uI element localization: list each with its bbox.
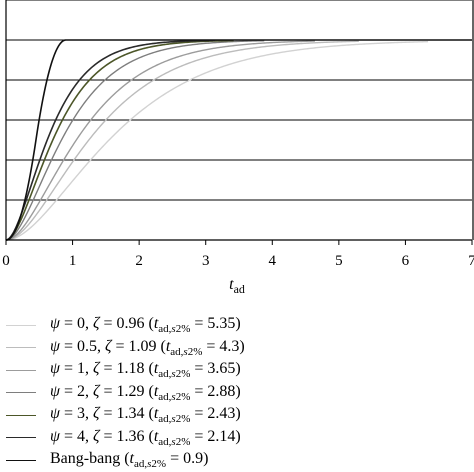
legend-item: Bang-bang (tad,s2% = 0.9) — [6, 449, 474, 472]
legend-swatch — [6, 369, 36, 371]
series-line — [5, 39, 472, 241]
x-tick-label: 3 — [202, 253, 210, 269]
x-tick-label: 6 — [402, 253, 410, 269]
legend-swatch — [6, 392, 36, 394]
axes — [5, 0, 474, 241]
legend-swatch — [6, 437, 36, 439]
legend-swatch — [6, 414, 36, 416]
x-tick-label: 1 — [69, 253, 77, 269]
legend-label: ψ = 4, ζ = 1.36 (tad,s2% = 2.14) — [50, 427, 241, 448]
step-response-chart: 0 1 2 3 4 5 6 7 tad — [2, 0, 474, 296]
legend-swatch — [6, 347, 36, 349]
x-tick-label: 7 — [468, 253, 474, 269]
legend-label: Bang-bang (tad,s2% = 0.9) — [50, 450, 209, 471]
x-tick-labels: 0 1 2 3 4 5 6 7 — [2, 240, 474, 269]
series-line — [5, 40, 429, 241]
x-tick-label: 0 — [2, 253, 10, 269]
legend-label: ψ = 2, ζ = 1.29 (tad,s2% = 2.88) — [50, 382, 241, 403]
series-line — [5, 39, 216, 241]
legend-item: ψ = 0, ζ = 0.96 (tad,s2% = 5.35) — [6, 314, 474, 337]
x-tick-label: 5 — [335, 253, 343, 269]
legend-label: ψ = 0.5, ζ = 1.09 (tad,s2% = 4.3) — [50, 337, 245, 358]
legend: ψ = 0, ζ = 0.96 (tad,s2% = 5.35) ψ = 0.5,… — [6, 314, 474, 472]
legend-item: ψ = 0.5, ζ = 1.09 (tad,s2% = 4.3) — [6, 337, 474, 360]
legend-swatch — [6, 459, 36, 461]
series-line — [5, 40, 265, 241]
grid-lines — [6, 0, 472, 201]
x-tick-label: 2 — [135, 253, 143, 269]
x-axis-label: tad — [229, 276, 245, 296]
series-line — [5, 40, 315, 241]
legend-item: ψ = 4, ζ = 1.36 (tad,s2% = 2.14) — [6, 427, 474, 450]
x-axis-label-subscript: ad — [234, 282, 245, 296]
series-line — [5, 40, 359, 241]
legend-label: ψ = 1, ζ = 1.18 (tad,s2% = 3.65) — [50, 360, 241, 381]
legend-label: ψ = 3, ζ = 1.34 (tad,s2% = 2.43) — [50, 405, 241, 426]
legend-item: ψ = 1, ζ = 1.18 (tad,s2% = 3.65) — [6, 359, 474, 382]
series-curves — [5, 39, 472, 241]
legend-label: ψ = 0, ζ = 0.96 (tad,s2% = 5.35) — [50, 315, 241, 336]
legend-item: ψ = 2, ζ = 1.29 (tad,s2% = 2.88) — [6, 382, 474, 405]
x-tick-label: 4 — [269, 253, 277, 269]
legend-swatch — [6, 324, 36, 326]
legend-item: ψ = 3, ζ = 1.34 (tad,s2% = 2.43) — [6, 404, 474, 427]
series-line — [5, 39, 234, 241]
